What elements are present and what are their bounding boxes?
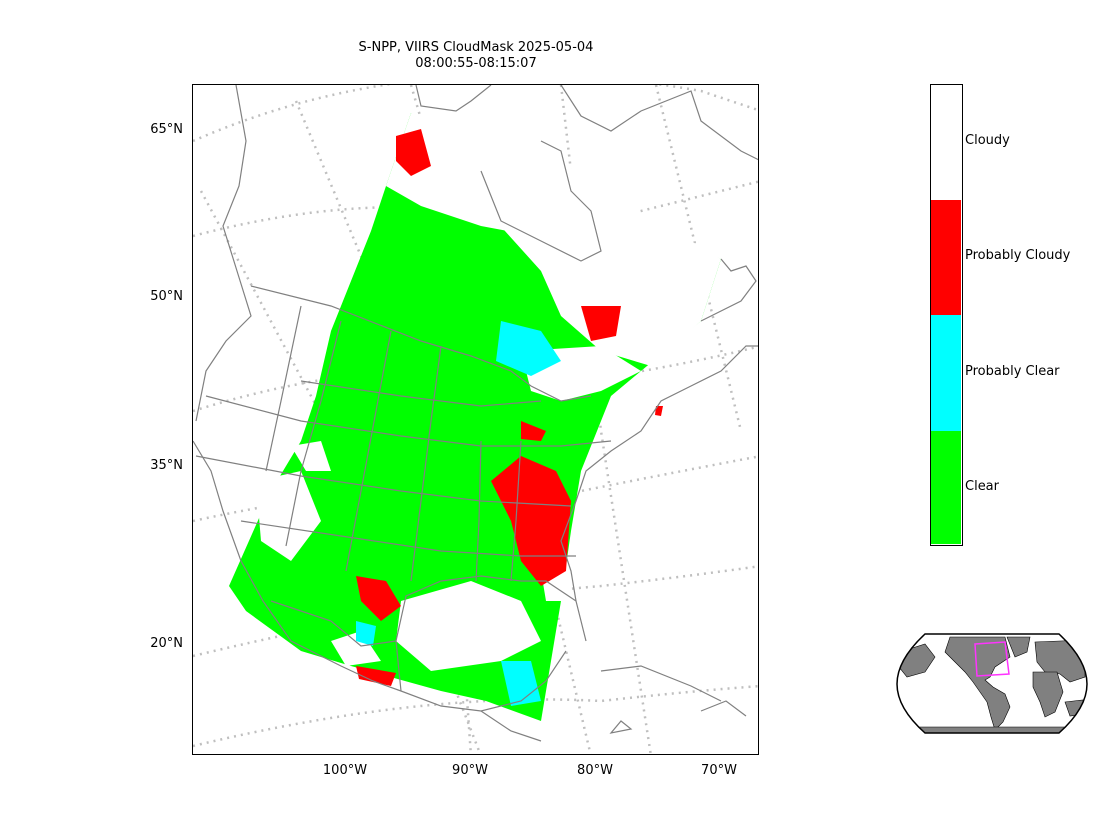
coastline xyxy=(609,720,633,734)
state-border xyxy=(205,395,612,447)
swath-probably-clear xyxy=(496,321,561,376)
globe-outline xyxy=(896,633,1088,734)
state-border xyxy=(510,440,522,582)
parallel-line xyxy=(193,180,758,238)
swath-probably-clear xyxy=(356,621,376,646)
coastline xyxy=(700,258,757,322)
coastline xyxy=(415,85,492,112)
legend-swatch-clear xyxy=(931,431,961,544)
overview-land-americas xyxy=(944,636,1011,731)
swath-cloudy xyxy=(331,631,381,666)
state-border xyxy=(285,320,342,547)
coastline xyxy=(395,575,587,692)
coastline xyxy=(700,700,747,717)
coastline xyxy=(195,85,252,422)
swath-cloudy xyxy=(256,471,321,561)
meridian-line xyxy=(199,190,482,754)
overview-extent-box xyxy=(974,641,1010,677)
state-border xyxy=(475,440,482,582)
lon-label-100w: 100°W xyxy=(322,763,368,778)
lon-label-70w: 70°W xyxy=(701,763,737,778)
state-border xyxy=(265,305,302,472)
swath-probably-clear xyxy=(501,661,541,706)
country-border xyxy=(270,600,397,647)
state-border xyxy=(410,345,442,582)
swath-probably-cloudy xyxy=(356,666,396,686)
meridian-line xyxy=(559,85,652,754)
overview-globe xyxy=(896,633,1088,734)
coastline xyxy=(480,140,602,262)
parallel-line xyxy=(193,85,758,143)
cloudmask-swath xyxy=(229,113,721,721)
legend-label-probably-cloudy: Probably Cloudy xyxy=(965,248,1071,263)
state-border xyxy=(300,380,542,407)
lat-label-35n: 35°N xyxy=(150,458,183,473)
legend-swatch-probably-cloudy xyxy=(931,200,961,315)
swath-probably-cloudy xyxy=(655,406,663,416)
map-borders xyxy=(193,85,758,742)
overview-land-antarctica xyxy=(897,726,1087,733)
swath-probably-cloudy xyxy=(521,421,546,441)
legend-label-cloudy: Cloudy xyxy=(965,133,1010,148)
lat-label-65n: 65°N xyxy=(150,122,183,137)
swath-probably-cloudy xyxy=(396,129,431,176)
title-line-2: 08:00:55-08:15:07 xyxy=(415,56,537,71)
lon-label-90w: 90°W xyxy=(452,763,488,778)
legend-label-probably-clear: Probably Clear xyxy=(965,364,1060,379)
overview-land-africa xyxy=(1032,671,1064,718)
state-border xyxy=(195,455,572,507)
coastline xyxy=(193,440,567,712)
cloudmask-legend xyxy=(930,84,963,546)
swath-cloudy xyxy=(396,581,541,671)
country-border xyxy=(250,285,592,402)
map-title: S-NPP, VIIRS CloudMask 2025-05-04 08:00:… xyxy=(276,40,676,72)
coastline xyxy=(560,85,758,161)
coastline xyxy=(560,345,758,602)
swath-cloudy xyxy=(291,441,331,471)
title-line-1: S-NPP, VIIRS CloudMask 2025-05-04 xyxy=(358,40,594,55)
coastline xyxy=(600,665,722,702)
lon-label-80w: 80°W xyxy=(577,763,613,778)
map-canvas xyxy=(193,85,758,754)
legend-swatch-probably-clear xyxy=(931,315,961,431)
state-border xyxy=(240,520,576,557)
overview-land-greenland xyxy=(1006,636,1031,658)
swath-cloudy xyxy=(496,191,721,366)
lat-label-50n: 50°N xyxy=(150,289,183,304)
swath-probably-cloudy xyxy=(581,306,621,341)
coastline xyxy=(480,710,542,742)
swath-probably-cloudy xyxy=(356,576,401,621)
meridian-line xyxy=(294,100,473,754)
legend-label-clear: Clear xyxy=(965,479,999,494)
swath-probably-cloudy xyxy=(491,456,571,586)
legend-swatch-cloudy xyxy=(931,85,961,200)
state-border xyxy=(345,330,392,572)
parallel-line xyxy=(193,345,758,413)
cloudmask-map xyxy=(192,84,759,755)
lat-label-20n: 20°N xyxy=(150,636,183,651)
